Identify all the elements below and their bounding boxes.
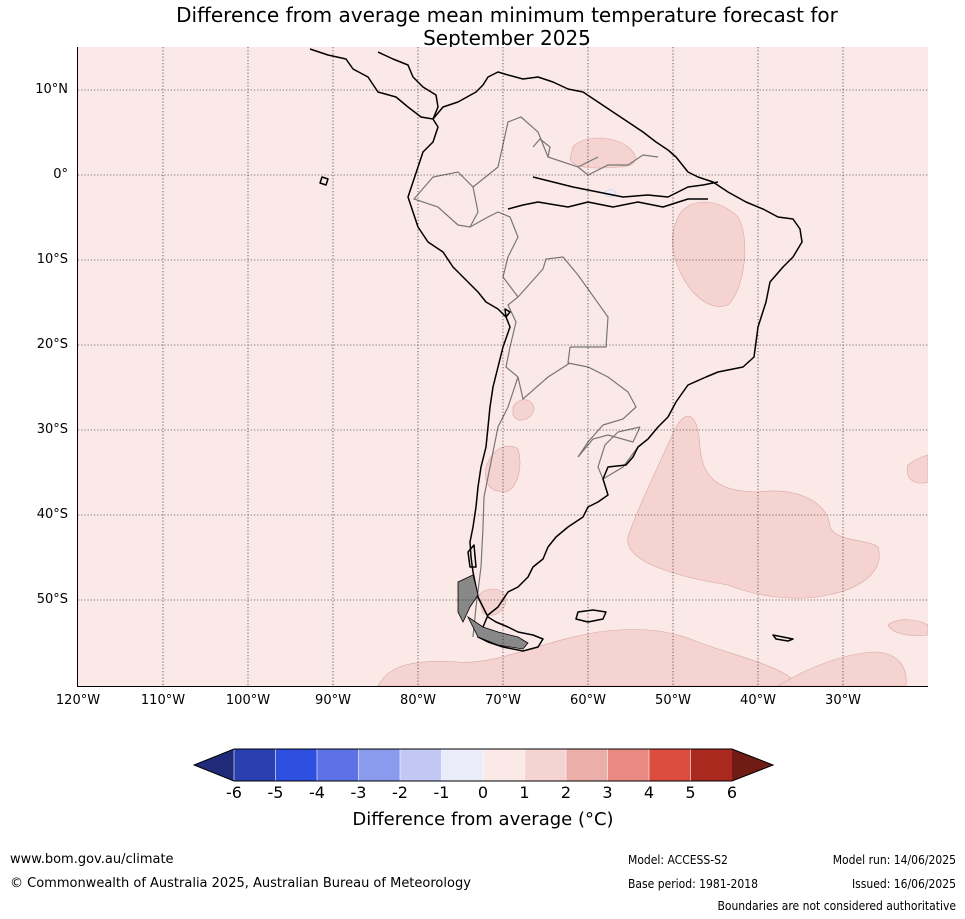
colorbar-cell: [565, 748, 609, 782]
island-cluster: [466, 615, 529, 650]
map-title-line2: September 2025: [423, 26, 591, 50]
footer-issued: Issued: 16/06/2025: [851, 877, 956, 891]
anomaly-region-chaco: [512, 399, 535, 421]
coastline-central-america: [309, 48, 439, 120]
lat-label-20s: 20°S: [36, 337, 68, 352]
colorbar-cell: [607, 748, 650, 782]
colorbar-extend-low: [194, 749, 234, 781]
map-title-line1: Difference from average mean minimum tem…: [176, 3, 838, 27]
colorbar-tick-label: -6: [226, 783, 242, 802]
colorbar-tick-label: -1: [433, 783, 450, 802]
lon-label-40w: 40°W: [740, 693, 776, 708]
colorbar-cell: [358, 748, 401, 782]
lon-label-50w: 50°W: [655, 693, 691, 708]
colorbar-label: Difference from average (°C): [352, 809, 614, 830]
footer-base-period: Base period: 1981-2018: [628, 877, 759, 891]
colorbar-tick-label: 4: [643, 783, 655, 802]
map-canvas: [78, 47, 928, 686]
lon-label-30w: 30°W: [825, 693, 861, 708]
footer-website[interactable]: www.bom.gov.au/climate: [10, 852, 174, 867]
lon-label-70w: 70°W: [485, 693, 521, 708]
footer-model: Model: ACCESS-S2: [628, 853, 728, 867]
anomaly-region-south-georgia: [887, 619, 928, 636]
border-line: [597, 426, 641, 480]
anomaly-region-cuyo: [485, 445, 521, 493]
lon-label-120w: 120°W: [55, 693, 101, 708]
footer-copyright: © Commonwealth of Australia 2025, Austra…: [10, 876, 471, 891]
lat-label-10n: 10°N: [35, 82, 68, 97]
colorbar-cell: [316, 748, 360, 782]
anomaly-region-east-atlantic: [907, 454, 928, 484]
lon-label-110w: 110°W: [140, 693, 186, 708]
footer-disclaimer: Boundaries are not considered authoritat…: [717, 899, 956, 913]
lat-label-40s: 40°S: [36, 507, 68, 522]
border-line: [532, 138, 551, 158]
island-falklands: [575, 609, 607, 623]
country-boundaries: [412, 116, 659, 638]
coastline-amazon: [532, 176, 719, 198]
lon-label-60w: 60°W: [570, 693, 606, 708]
colorbar-tick-label: 3: [602, 783, 613, 802]
map-panel: [77, 47, 928, 687]
border-line: [567, 346, 637, 426]
anomaly-region-ne-brazil: [672, 201, 746, 307]
border-line: [472, 116, 599, 188]
map-title: Difference from average mean minimum tem…: [0, 4, 965, 50]
lat-label-0: 0°: [53, 167, 68, 182]
coastline-amazon: [507, 198, 708, 210]
border-line: [577, 424, 641, 458]
colorbar-tick-label: 0: [477, 783, 489, 802]
tierra-del-fuego-archipelago: [457, 574, 529, 650]
colorbar: [193, 748, 775, 782]
colorbar-cell: [233, 748, 277, 782]
colorbar-cell: [482, 748, 526, 782]
anomaly-regions: [377, 137, 928, 686]
island-chiloe: [467, 544, 477, 568]
anomaly-region-drake: [377, 629, 799, 686]
lon-label-80w: 80°W: [400, 693, 436, 708]
border-line: [469, 211, 519, 298]
colorbar-extend-high: [732, 749, 773, 781]
border-line: [517, 256, 609, 348]
colorbar-tick-label: -3: [350, 783, 367, 802]
border-line: [517, 362, 571, 401]
island-cluster: [457, 574, 479, 623]
colorbar-tick-label: -4: [309, 783, 325, 802]
graticule: [78, 47, 928, 686]
anomaly-region-southeast: [777, 651, 907, 686]
island-south-georgia: [772, 634, 794, 642]
anomaly-region-south-atlantic: [627, 415, 880, 599]
colorbar-tick-label: 2: [560, 783, 572, 802]
border-line: [577, 154, 659, 176]
border-line: [412, 171, 479, 228]
footer-model-run: Model run: 14/06/2025: [832, 853, 956, 867]
lat-label-30s: 30°S: [36, 422, 68, 437]
island-galapagos: [319, 176, 329, 186]
colorbar-tick-label: 5: [685, 783, 696, 802]
colorbar-tick-label: -5: [267, 783, 284, 802]
border-line: [505, 296, 519, 378]
lat-label-10s: 10°S: [36, 252, 68, 267]
colorbar-cell: [399, 748, 443, 782]
lat-label-50s: 50°S: [36, 592, 68, 607]
colorbar-cell: [524, 748, 567, 782]
colorbar-cell: [690, 748, 733, 782]
colorbar-cell: [275, 748, 318, 782]
lon-label-100w: 100°W: [225, 693, 271, 708]
colorbar-tick-label: 1: [519, 783, 530, 802]
colorbar-cell: [441, 748, 484, 782]
lon-label-90w: 90°W: [315, 693, 351, 708]
colorbar-cell: [648, 748, 692, 782]
lake-titicaca: [504, 308, 511, 318]
colorbar-tick-label: -2: [392, 783, 408, 802]
colorbar-tick-label: 6: [726, 783, 738, 802]
coastlines: [309, 48, 803, 652]
coastline-south-america: [407, 71, 803, 652]
